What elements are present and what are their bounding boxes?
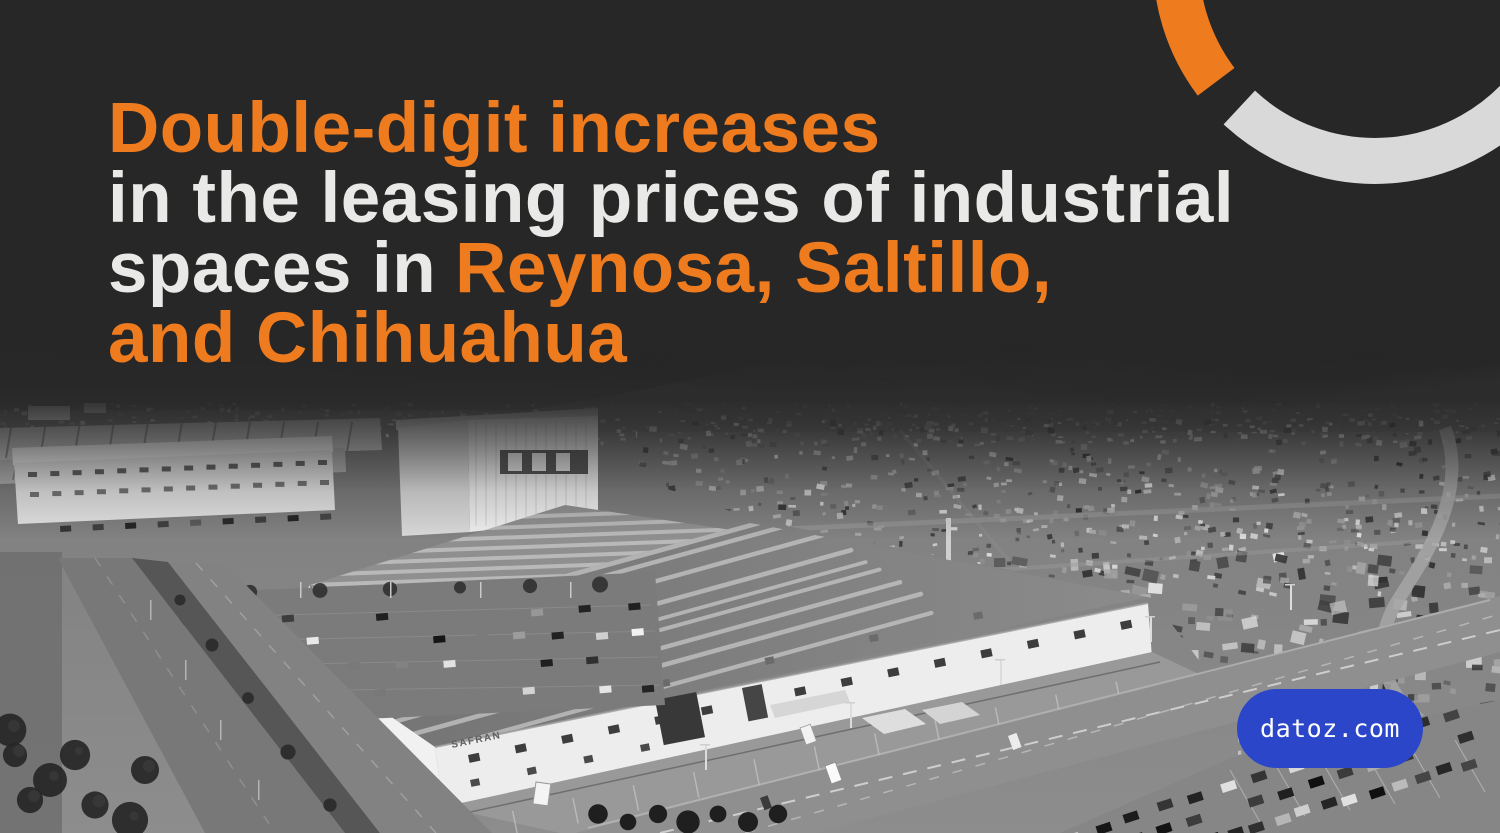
headline-line1: Double-digit increases — [108, 89, 881, 168]
headline-line3-orange: Reynosa, Saltillo, — [455, 229, 1053, 308]
headline-line3: spaces in Reynosa, Saltillo, — [108, 233, 1234, 304]
headline-line2: in the leasing prices of industrial — [108, 159, 1235, 238]
datoz-cta-button[interactable]: datoz.com — [1237, 689, 1423, 768]
arc-orange-segment — [1156, 0, 1235, 96]
headline-line3-white: spaces in — [108, 229, 437, 308]
headline: Double-digit increases in the leasing pr… — [108, 89, 1235, 378]
aerial-photo: SAFRAN — [0, 300, 1500, 833]
headline-line4: and Chihuahua — [108, 299, 628, 378]
photo-dark-fade — [0, 300, 1500, 540]
arc-gray-segment — [1223, 85, 1500, 184]
